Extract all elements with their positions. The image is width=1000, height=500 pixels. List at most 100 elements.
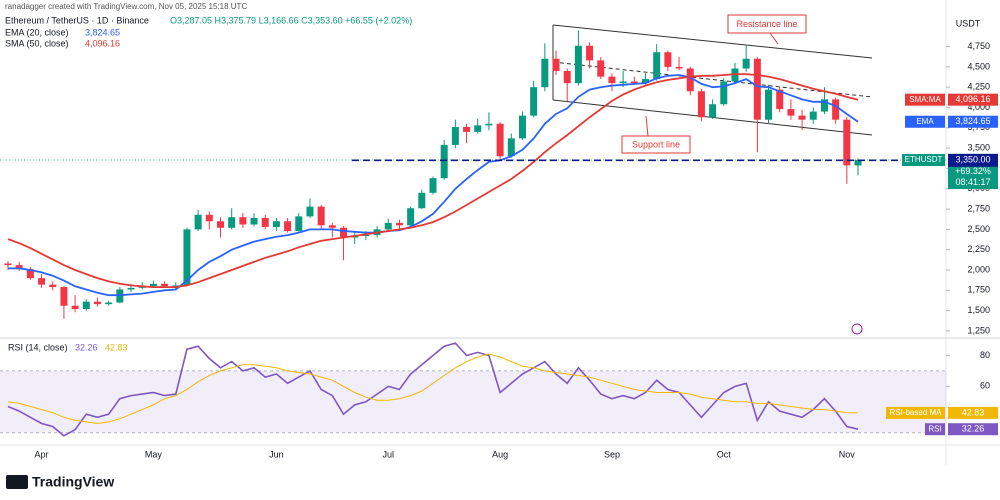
price-tag-name-box [902, 154, 945, 167]
legend: EMA (20, close) 3,824.65 SMA (50, close) 4,… [5, 27, 120, 48]
candle-body [429, 178, 437, 193]
candle-body [38, 278, 46, 285]
candle-body [574, 45, 582, 84]
candle-body [384, 222, 392, 230]
legend-name: SMA (50, close) [5, 38, 69, 48]
indicator-line [8, 74, 859, 297]
candle-body [463, 127, 471, 132]
rsi-tag-name-box [886, 406, 945, 419]
currency: USDT [956, 18, 981, 28]
candle-body [485, 123, 493, 126]
candle-body [217, 221, 224, 228]
y-tick-label: 4,250 [967, 82, 990, 92]
y-tick-label: 4,000 [967, 102, 990, 112]
candle-body [362, 235, 370, 237]
x-tick-label: Jun [269, 449, 284, 459]
indicator-line [7, 342, 859, 437]
candle-body [619, 81, 627, 84]
candle-body [4, 263, 12, 266]
indicator-line [7, 73, 859, 288]
brand: TradingView [32, 474, 114, 490]
candle-body [552, 58, 560, 71]
ma-tag-name: SMA:MA [909, 95, 941, 104]
ma-tag-name-box [905, 115, 945, 128]
rsi-tag-name-box [925, 423, 945, 436]
candle-body [507, 138, 515, 157]
candle-body [776, 89, 784, 110]
symbol: Ethereum / TetherUS · 1D · Binance [5, 15, 149, 25]
y-tick-label: 2,000 [967, 264, 990, 274]
annotation-text: Resistance line [736, 19, 797, 29]
candle-body [49, 284, 57, 288]
channel-midline [552, 61, 873, 98]
candle-body [742, 58, 750, 69]
candle-body [709, 104, 717, 118]
candle-body [474, 125, 482, 132]
price-tag-detail: 08:41:17 [955, 177, 990, 187]
candle-body [127, 287, 135, 290]
candle-body [26, 269, 34, 279]
y-tick-label: 2,500 [967, 224, 990, 234]
alert-icon [851, 323, 863, 335]
candle-body [843, 119, 851, 166]
candle-body [608, 76, 616, 84]
candle-body [664, 52, 672, 67]
candle-body [105, 302, 113, 305]
price-tag-detail: +69.32% [955, 166, 991, 176]
candle-body [395, 222, 403, 226]
plot-area [0, 30, 946, 437]
logo-mark [6, 475, 28, 489]
candle-body [809, 111, 817, 120]
candle-body [518, 115, 526, 139]
candle-body [407, 208, 415, 226]
candle-body [630, 81, 638, 84]
candle-body [597, 60, 605, 77]
annotation: Resistance line Support line [621, 14, 807, 154]
candle-body [418, 192, 426, 209]
candle-body [563, 70, 571, 84]
annotation-box [621, 135, 691, 154]
candle-body [71, 305, 79, 309]
candle-body [15, 265, 23, 270]
candle-body [832, 99, 840, 120]
ma-tag-name-box [905, 93, 945, 106]
candle-body [451, 127, 459, 145]
candle-body [82, 301, 90, 309]
candle-body [317, 206, 325, 226]
candle-body [496, 123, 504, 157]
rsi-tag [948, 423, 998, 436]
y-tick-label: 3,500 [967, 143, 990, 153]
candle-body [194, 214, 202, 230]
legend-value: 4,096.16 [85, 38, 120, 48]
candle-body [753, 58, 761, 120]
x-tick-label: Sep [604, 449, 620, 459]
candle-body [720, 81, 728, 105]
candle-body [787, 109, 795, 116]
rsi-tag-name: RSI [928, 424, 941, 433]
candle-body [765, 89, 773, 120]
candle-body [172, 285, 180, 287]
x-tick-label: Apr [35, 449, 49, 459]
candle-body [149, 283, 157, 287]
y-tick-label: 1,750 [967, 285, 990, 295]
candle-body [340, 227, 348, 238]
x-tick-label: Aug [492, 449, 508, 459]
ma-tag [948, 93, 998, 106]
candle-body [820, 99, 828, 112]
candle-body [60, 287, 68, 306]
x-tick-label: May [145, 449, 163, 459]
candle-body [261, 218, 269, 227]
indicator-line [7, 353, 859, 425]
rsi-tag-value: 32.26 [962, 424, 985, 434]
candle-body [675, 66, 683, 69]
candle-body [239, 217, 247, 225]
x-tick-label: Nov [839, 449, 856, 459]
y-tick-label: 60 [980, 381, 990, 391]
pane-legend-value: 42.83 [105, 342, 128, 352]
pane-legend-value: 32.26 [75, 342, 98, 352]
candle-body [440, 144, 448, 179]
y-tick-label: 2,750 [967, 203, 990, 213]
candle-body [541, 58, 549, 88]
candle-body [306, 206, 314, 217]
ma-tag-name: EMA [916, 117, 934, 126]
